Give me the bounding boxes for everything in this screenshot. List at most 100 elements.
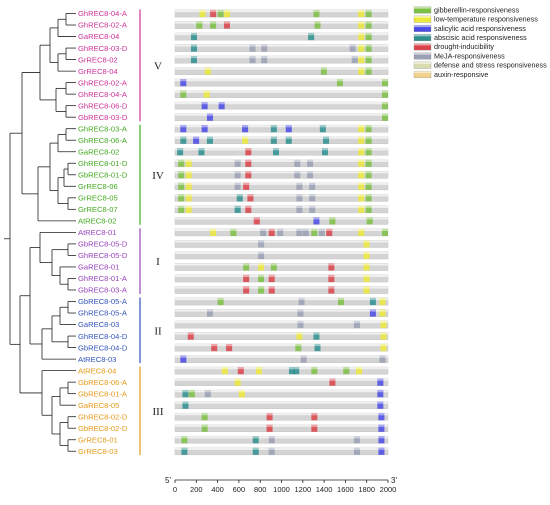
cis-element-aba [198, 148, 205, 156]
cis-element-low [379, 309, 386, 317]
promoter-bar-highlight [175, 436, 388, 439]
cis-element-shine [206, 113, 213, 116]
promoter-bar-highlight [175, 413, 388, 416]
promoter-bar-highlight [175, 263, 388, 266]
cis-element-shine [307, 171, 314, 174]
gene-label: GhREC8-05-D [78, 251, 128, 260]
promoter-bar-highlight [175, 148, 388, 151]
cis-element-shine [365, 171, 372, 174]
cis-element-shine [365, 32, 372, 36]
group-label: III [153, 406, 164, 418]
cis-element-shine [363, 274, 370, 278]
gene-label: AtREC8-04 [78, 366, 116, 375]
cis-element-sa [378, 447, 385, 455]
legend-label: auxin-responsive [434, 70, 488, 79]
cis-element-aba [190, 32, 197, 41]
cis-element-low [358, 148, 365, 156]
cis-element-gib [178, 171, 185, 179]
axis-3prime-label: 3' [391, 476, 397, 485]
cis-element-shine [178, 159, 185, 162]
cis-element-gib [178, 182, 185, 190]
cis-element-shine [377, 390, 384, 393]
legend-label: abscisic acid responsiveness [434, 33, 527, 42]
cis-element-shine [223, 9, 230, 13]
promoter-bar-highlight [175, 9, 388, 13]
cis-element-shine [261, 44, 268, 47]
cis-element-meja [296, 205, 303, 213]
cis-element-shine [249, 55, 256, 59]
cis-element-low [358, 9, 365, 18]
cis-element-gib [365, 148, 372, 156]
cis-element-gib [365, 182, 372, 190]
gene-label: GhREC8-06-A [78, 136, 128, 145]
cis-element-gib [258, 286, 265, 294]
cis-element-shine [201, 413, 208, 416]
gene-label: GhREC8-03-D [78, 44, 128, 53]
gene-label: GbREC8-01-D [78, 170, 128, 179]
cis-element-sa [313, 217, 320, 225]
cis-element-shine [178, 194, 185, 197]
cis-element-meja [249, 55, 256, 64]
axis-5prime-label: 5' [165, 476, 171, 485]
cis-element-gib [295, 343, 302, 352]
cis-element-shine [380, 332, 387, 335]
cis-element-shine [258, 240, 265, 243]
cis-element-shine [201, 424, 208, 427]
cis-element-low [380, 343, 387, 352]
cis-element-shine [268, 447, 275, 450]
cis-element-low [358, 55, 365, 64]
gene-label: GhREC8-01-A [78, 274, 128, 283]
cis-element-shine [206, 309, 213, 312]
cis-element-shine [185, 205, 192, 208]
cis-element-gib [181, 436, 188, 444]
cis-element-shine [198, 148, 205, 151]
promoter-bar-highlight [175, 217, 388, 220]
gene-label: GbREC8-03-D [78, 113, 128, 122]
cis-element-drought [226, 343, 233, 352]
promoter-bar-highlight [175, 390, 388, 393]
cis-element-low [255, 367, 262, 375]
axis-tick-label: 400 [211, 485, 224, 494]
gene-label: GaREC8-02 [78, 147, 119, 156]
cis-element-shine [379, 355, 386, 358]
cis-element-low [185, 194, 192, 202]
promoter-bar-highlight [175, 55, 388, 59]
cis-element-shine [319, 125, 326, 128]
promoter-bar-highlight [175, 90, 388, 93]
cis-element-shine [237, 367, 244, 370]
cis-element-gib [258, 274, 265, 283]
cis-element-shine [180, 136, 187, 139]
cis-element-shine [358, 136, 365, 139]
cis-element-meja [296, 228, 303, 236]
cis-element-shine [366, 217, 373, 220]
cis-element-sa [180, 79, 187, 87]
cis-element-shine [302, 228, 309, 231]
cis-element-gib [243, 263, 250, 271]
cis-element-aba [182, 401, 189, 409]
position-axis: 0 200 400 600 800 1000 1200 1400 1600 1800 2000 5' 3… [165, 476, 397, 494]
cis-element-shine [294, 171, 301, 174]
cis-element-shine [261, 55, 268, 59]
cis-element-shine [363, 286, 370, 289]
cis-element-shine [177, 148, 184, 151]
cis-element-shine [297, 320, 304, 324]
cis-element-aba [182, 390, 189, 398]
cis-element-low [363, 263, 370, 271]
cis-element-gib [382, 79, 388, 87]
cis-element-meja [296, 194, 303, 202]
cis-element-aba [180, 136, 187, 144]
legend-label: MeJA-responsiveness [434, 51, 505, 60]
cis-element-shine [188, 390, 195, 393]
axis-tick-label: 1600 [337, 485, 354, 494]
legend: gibberellin-responsivenesslow-temperatur… [413, 5, 547, 79]
cis-element-gib [188, 390, 195, 398]
cis-element-gib [365, 159, 372, 167]
legend-label: low-temperature responsiveness [434, 15, 538, 24]
cis-element-gib [210, 21, 217, 29]
cis-element-drought [266, 413, 273, 421]
cis-element-low [358, 159, 365, 167]
cis-element-gib [217, 9, 224, 18]
promoter-bar-highlight [175, 21, 388, 24]
cis-element-shine [268, 436, 275, 439]
cis-element-gib [382, 113, 388, 121]
